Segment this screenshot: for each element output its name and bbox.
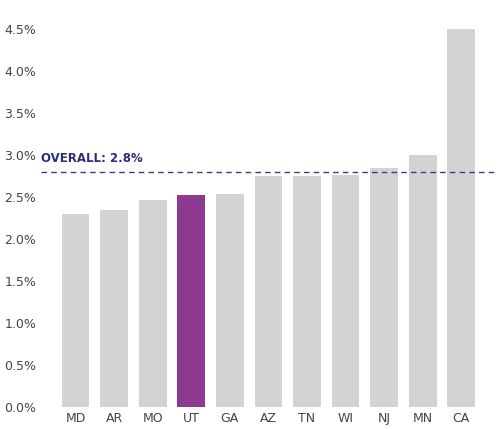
Bar: [100, 210, 128, 407]
Bar: [370, 168, 398, 407]
Bar: [216, 194, 244, 407]
Bar: [448, 29, 475, 407]
Bar: [254, 176, 282, 407]
Bar: [332, 175, 359, 407]
Text: OVERALL: 2.8%: OVERALL: 2.8%: [41, 152, 143, 165]
Bar: [293, 176, 321, 407]
Bar: [62, 214, 90, 407]
Bar: [178, 196, 205, 407]
Bar: [139, 199, 166, 407]
Bar: [409, 155, 436, 407]
